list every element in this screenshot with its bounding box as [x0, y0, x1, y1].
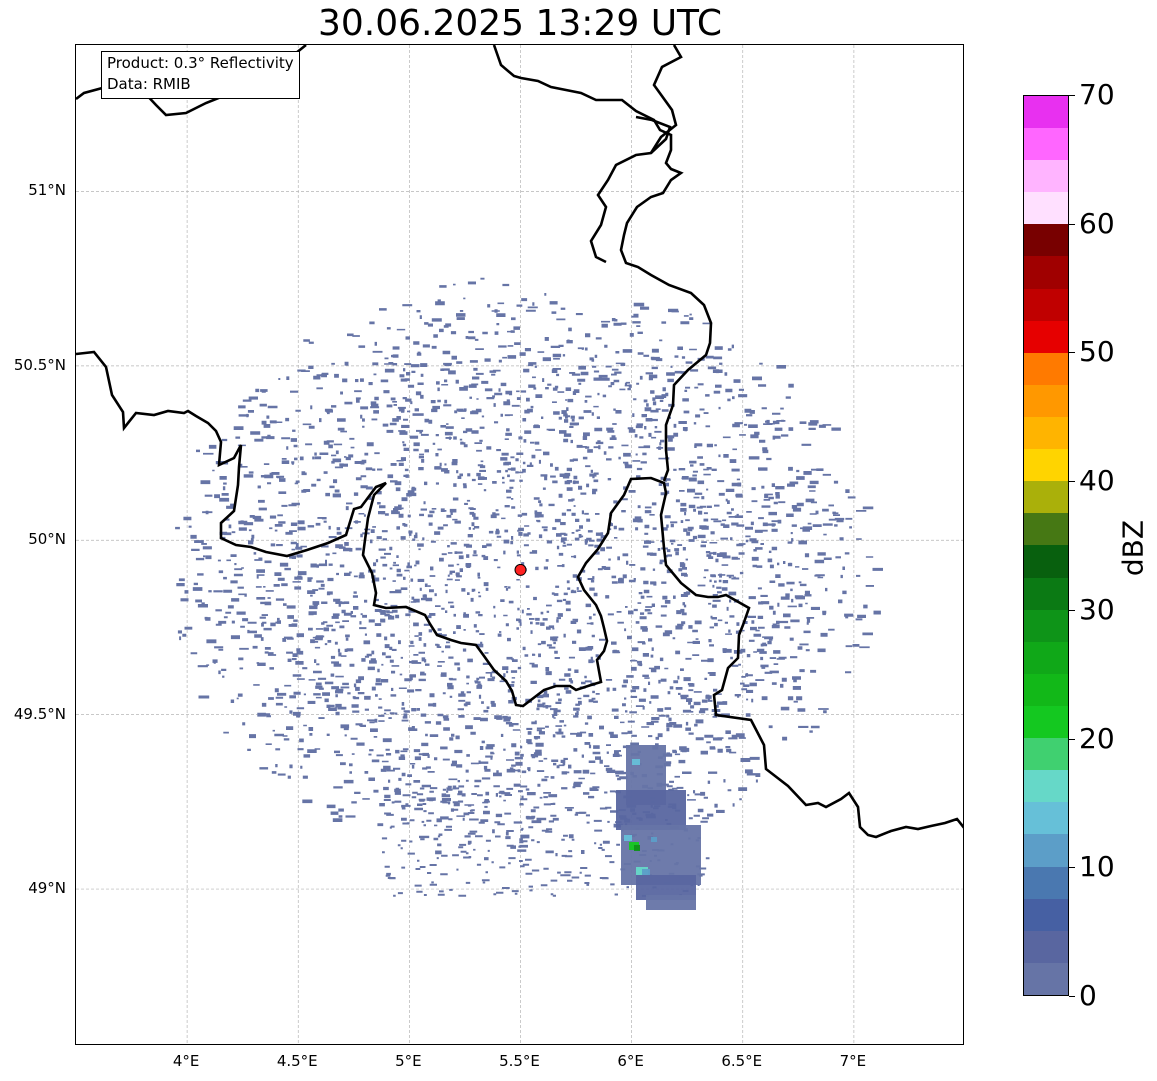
x-tick-label: 5°E — [395, 1052, 422, 1070]
colorbar-segment — [1024, 866, 1068, 899]
reflectivity-clutter — [175, 277, 884, 861]
reflectivity-cell — [651, 837, 657, 842]
country-borders — [76, 45, 963, 839]
colorbar-segment — [1024, 160, 1068, 193]
colorbar-segment — [1024, 449, 1068, 482]
colorbar-segment — [1024, 577, 1068, 610]
colorbar-tick-label: 70 — [1079, 78, 1115, 111]
colorbar-segment — [1024, 962, 1068, 995]
colorbar-tick-label: 30 — [1079, 592, 1115, 626]
x-tick-label: 4.5°E — [276, 1052, 318, 1070]
radar-map[interactable] — [75, 44, 964, 1045]
x-tick-label: 6°E — [617, 1052, 644, 1070]
reflectivity-cell — [634, 845, 640, 851]
colorbar-segment — [1024, 673, 1068, 707]
product-label: Product: 0.3° Reflectivity — [107, 54, 294, 72]
colorbar-segment — [1024, 256, 1068, 289]
colorbar-title: dBZ — [1116, 519, 1150, 577]
colorbar-tick — [1069, 352, 1075, 354]
colorbar-tick-label: 10 — [1079, 850, 1115, 884]
x-tick-label: 6.5°E — [721, 1052, 763, 1070]
gridlines — [76, 45, 963, 1044]
colorbar-tick — [1069, 95, 1075, 96]
data-source-label: Data: RMIB — [107, 75, 191, 93]
colorbar-segment — [1024, 802, 1068, 835]
border-netherlands-east — [649, 45, 683, 154]
colorbar-tick — [1069, 223, 1075, 225]
colorbar-segment — [1024, 609, 1068, 642]
y-tick-label: 50.5°N — [13, 355, 66, 374]
reflectivity-cell — [642, 869, 650, 875]
colorbar-segment — [1024, 128, 1068, 161]
border-belgium-france-west — [76, 350, 963, 839]
radar-site-marker — [514, 563, 527, 576]
colorbar-segment — [1024, 417, 1068, 450]
colorbar-segment — [1024, 288, 1068, 321]
colorbar-segment — [1024, 192, 1068, 225]
x-tick-label: 7°E — [839, 1052, 867, 1070]
colorbar-tick-label: 20 — [1079, 721, 1115, 755]
colorbar-segment — [1024, 513, 1068, 546]
map-title: 30.06.2025 13:29 UTC — [317, 3, 723, 44]
colorbar-tick — [1069, 738, 1075, 740]
map-canvas — [76, 45, 963, 1044]
colorbar-tick — [1069, 996, 1075, 997]
colorbar-segment — [1024, 384, 1068, 418]
border-germany-east — [492, 45, 713, 482]
reflectivity-cell — [624, 835, 632, 841]
border-netherlands — [589, 115, 672, 264]
colorbar-tick — [1069, 481, 1075, 483]
colorbar-tick-label: 40 — [1079, 464, 1115, 498]
reflectivity-cell — [646, 895, 696, 910]
colorbar-tick — [1069, 609, 1075, 611]
reflectivity-cell — [616, 790, 686, 830]
colorbar-segment — [1024, 641, 1068, 674]
colorbar-segment — [1024, 770, 1068, 803]
colorbar-segment — [1024, 481, 1068, 514]
reflectivity-sparse — [381, 785, 710, 897]
y-tick-label: 50°N — [28, 530, 66, 549]
colorbar-segment — [1024, 95, 1068, 129]
colorbar — [1023, 95, 1069, 996]
colorbar-segment — [1024, 352, 1068, 385]
colorbar-tick-label: 0 — [1079, 979, 1097, 1012]
radar-echoes — [175, 277, 884, 910]
y-tick-label: 51°N — [28, 181, 66, 200]
colorbar-tick-label: 50 — [1079, 335, 1115, 369]
x-tick-label: 4°E — [172, 1052, 200, 1070]
colorbar-segment — [1024, 738, 1068, 771]
y-tick-label: 49°N — [28, 879, 66, 898]
colorbar-segment — [1024, 898, 1068, 931]
colorbar-segment — [1024, 224, 1068, 257]
x-tick-label: 5.5°E — [499, 1052, 540, 1070]
colorbar-segment — [1024, 930, 1068, 963]
colorbar-segment — [1024, 320, 1068, 353]
y-tick-label: 49.5°N — [13, 704, 66, 723]
colorbar-segment — [1024, 834, 1068, 867]
reflectivity-cell — [632, 759, 640, 765]
colorbar-tick — [1069, 867, 1075, 869]
product-info-box: Product: 0.3° Reflectivity Data: RMIB — [101, 51, 300, 99]
colorbar-segment — [1024, 545, 1068, 578]
colorbar-tick-label: 60 — [1079, 206, 1115, 240]
colorbar-segment — [1024, 706, 1068, 739]
